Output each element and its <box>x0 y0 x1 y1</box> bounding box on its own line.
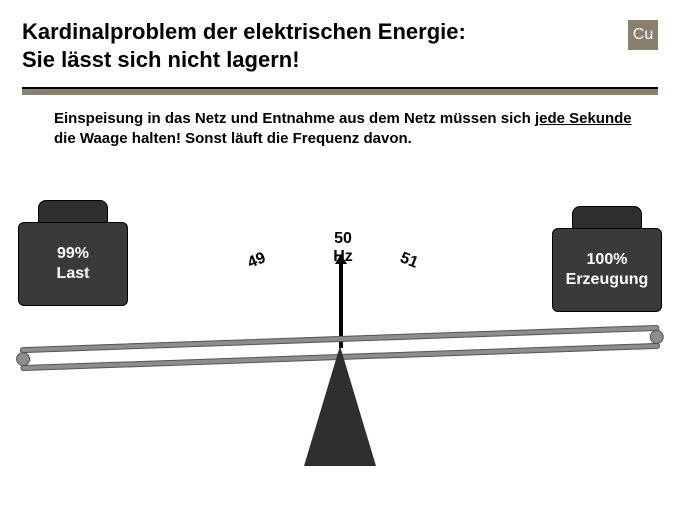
weight-left-body: 99% Last <box>18 222 128 306</box>
cu-badge-text: Cu <box>633 26 653 44</box>
weight-right-body: 100% Erzeugung <box>552 228 662 312</box>
subtext-underlined: jede Sekunde <box>535 110 632 127</box>
title-block: Kardinalproblem der elektrischen Energie… <box>22 18 618 73</box>
cu-badge: Cu <box>628 20 658 50</box>
subtext-part2: die Waage halten! Sonst läuft die Freque… <box>54 130 412 147</box>
weight-left-pct: 99% <box>57 244 89 264</box>
header-divider <box>22 87 658 95</box>
weight-left: 99% Last <box>18 200 128 306</box>
weight-right: 100% Erzeugung <box>552 206 662 312</box>
title-line-2: Sie lässt sich nicht lagern! <box>22 46 618 74</box>
fulcrum-icon <box>304 346 376 466</box>
subtext-part1: Einspeisung in das Netz und Entnahme aus… <box>54 110 535 127</box>
weight-left-label: Last <box>57 264 90 284</box>
gauge-label-high: 51 <box>397 249 420 272</box>
weight-right-pct: 100% <box>587 250 628 270</box>
subtext: Einspeisung in das Netz und Entnahme aus… <box>0 95 680 150</box>
title-line-1: Kardinalproblem der elektrischen Energie… <box>22 18 618 46</box>
beam-endcap-right <box>649 330 663 344</box>
gauge-label-low: 49 <box>245 249 268 272</box>
weight-right-label: Erzeugung <box>566 270 649 290</box>
header: Kardinalproblem der elektrischen Energie… <box>0 0 680 83</box>
gauge-mid-top: 50 <box>334 230 352 247</box>
balance-diagram: 99% Last 100% Erzeugung 49 50 Hz 51 <box>0 200 680 510</box>
